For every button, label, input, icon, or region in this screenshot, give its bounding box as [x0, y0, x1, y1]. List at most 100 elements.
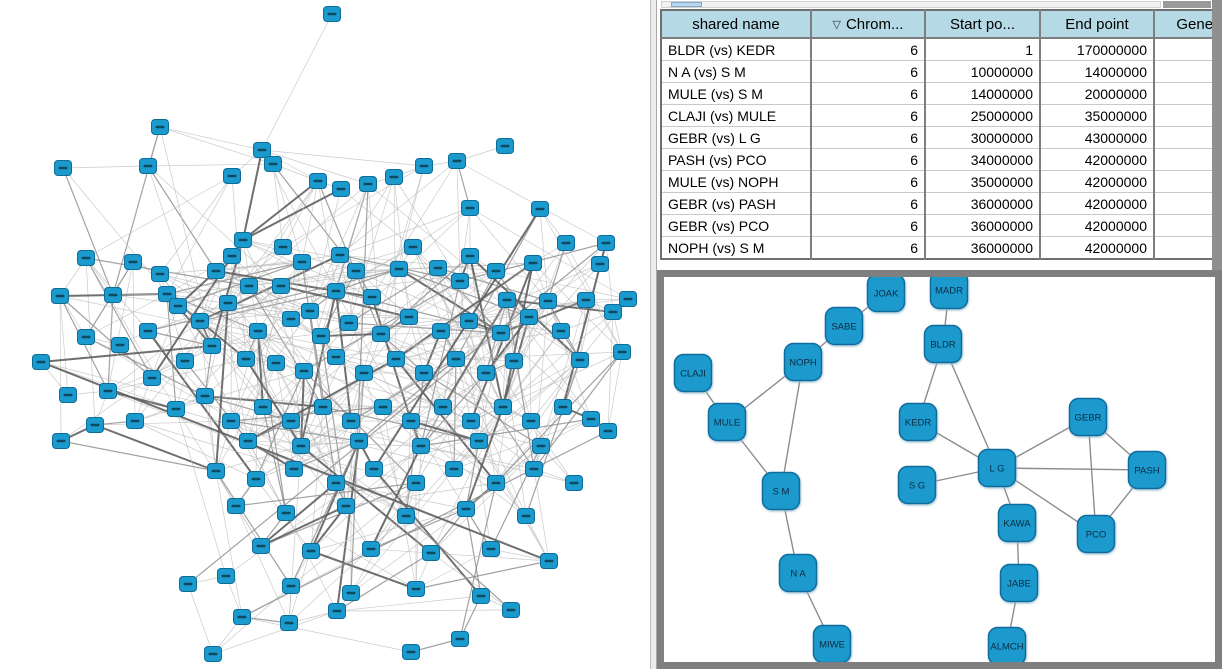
table-cell[interactable]: 8.4: [1153, 214, 1222, 237]
network-node[interactable]: [126, 413, 144, 429]
network-node[interactable]: [293, 254, 311, 270]
network-node-joak[interactable]: JOAK: [866, 277, 906, 313]
network-edge[interactable]: [255, 420, 412, 480]
table-row[interactable]: MULE (vs) NOPH6350000004200000010.5: [661, 170, 1222, 193]
network-node[interactable]: [363, 289, 381, 305]
network-edge[interactable]: [187, 583, 214, 655]
network-edge[interactable]: [607, 351, 623, 432]
table-cell[interactable]: PASH (vs) PCO: [661, 148, 811, 171]
network-edge[interactable]: [204, 395, 217, 472]
network-edge[interactable]: [502, 300, 549, 408]
network-edge[interactable]: [437, 267, 502, 334]
table-cell[interactable]: 36000000: [924, 192, 1040, 215]
network-edge[interactable]: [40, 361, 455, 470]
network-edge[interactable]: [242, 149, 263, 241]
network-edge[interactable]: [309, 176, 395, 312]
table-cell[interactable]: GEBR (vs) PCO: [661, 214, 811, 237]
network-edge[interactable]: [159, 126, 274, 165]
network-edge[interactable]: [107, 261, 134, 392]
network-node[interactable]: [254, 399, 272, 415]
network-node-claji[interactable]: CLAJI: [673, 353, 713, 393]
network-edge[interactable]: [175, 408, 227, 577]
network-node[interactable]: [158, 286, 176, 302]
network-node[interactable]: [619, 291, 637, 307]
network-edge[interactable]: [147, 268, 400, 332]
network-node[interactable]: [415, 365, 433, 381]
network-node[interactable]: [460, 313, 478, 329]
network-node[interactable]: [470, 433, 488, 449]
network-node[interactable]: [597, 235, 615, 251]
network-edge[interactable]: [225, 468, 375, 577]
network-edge[interactable]: [345, 445, 422, 507]
network-edge[interactable]: [301, 180, 319, 263]
network-edge[interactable]: [348, 176, 395, 324]
network-edge[interactable]: [442, 406, 455, 470]
network-edge[interactable]: [412, 207, 471, 248]
network-edge[interactable]: [260, 505, 347, 547]
network-node[interactable]: [86, 417, 104, 433]
network-node[interactable]: [234, 232, 252, 248]
network-node[interactable]: [111, 337, 129, 353]
network-edge[interactable]: [495, 270, 629, 300]
network-edge[interactable]: [215, 470, 292, 587]
table-cell[interactable]: 5.9: [1153, 104, 1222, 127]
table-cell[interactable]: 35000000: [924, 170, 1040, 193]
network-node[interactable]: [487, 263, 505, 279]
network-edge[interactable]: [336, 552, 432, 612]
table-cell[interactable]: 6: [810, 60, 925, 83]
network-edge[interactable]: [147, 165, 282, 287]
network-edge[interactable]: [175, 330, 259, 410]
network-edge[interactable]: [547, 300, 592, 420]
network-node[interactable]: [176, 353, 194, 369]
network-edge[interactable]: [468, 320, 497, 484]
network-node[interactable]: [280, 615, 298, 631]
network-node[interactable]: [477, 365, 495, 381]
network-node-gebr[interactable]: GEBR: [1068, 397, 1108, 437]
network-edge[interactable]: [408, 316, 562, 332]
network-edge[interactable]: [370, 445, 422, 550]
network-node[interactable]: [179, 576, 197, 592]
network-edge[interactable]: [322, 330, 442, 408]
network-node[interactable]: [249, 323, 267, 339]
network-edge[interactable]: [437, 262, 534, 269]
network-edge[interactable]: [230, 261, 303, 422]
network-edge[interactable]: [59, 295, 69, 396]
network-edge[interactable]: [453, 359, 581, 470]
network-node-pash[interactable]: PASH: [1127, 450, 1167, 490]
network-node[interactable]: [196, 388, 214, 404]
column-header-shared-name[interactable]: shared name: [661, 10, 811, 39]
network-edge[interactable]: [478, 330, 562, 442]
network-node[interactable]: [277, 505, 295, 521]
network-node[interactable]: [422, 545, 440, 561]
network-edge[interactable]: [242, 180, 319, 241]
table-cell[interactable]: 34000000: [924, 148, 1040, 171]
network-edge[interactable]: [408, 267, 439, 318]
network-edge[interactable]: [410, 420, 480, 442]
network-edge[interactable]: [415, 445, 422, 590]
network-edge[interactable]: [112, 126, 161, 296]
network-node[interactable]: [402, 413, 420, 429]
network-edge[interactable]: [166, 255, 233, 295]
network-edge[interactable]: [310, 550, 417, 590]
network-node[interactable]: [295, 363, 313, 379]
network-node-pco[interactable]: PCO: [1076, 514, 1116, 554]
network-node[interactable]: [554, 399, 572, 415]
network-node[interactable]: [292, 438, 310, 454]
network-edge[interactable]: [470, 299, 508, 422]
network-node[interactable]: [204, 646, 222, 662]
network-edge[interactable]: [468, 320, 532, 422]
table-cell[interactable]: 6: [810, 38, 925, 61]
network-node[interactable]: [591, 256, 609, 272]
network-node[interactable]: [461, 200, 479, 216]
filtered-network-canvas[interactable]: JOAK MADR SABE BLDR NOPH CLAJI MULE KEDR GEBR L G…: [664, 277, 1215, 662]
network-edge[interactable]: [62, 165, 149, 169]
network-edge[interactable]: [485, 316, 530, 374]
network-node[interactable]: [461, 248, 479, 264]
network-node[interactable]: [448, 153, 466, 169]
network-edge[interactable]: [395, 358, 444, 408]
network-edge[interactable]: [235, 505, 290, 624]
network-node[interactable]: [337, 498, 355, 514]
network-node-s-g[interactable]: S G: [897, 465, 937, 505]
network-node-bldr[interactable]: BLDR: [923, 324, 963, 364]
network-node[interactable]: [582, 411, 600, 427]
